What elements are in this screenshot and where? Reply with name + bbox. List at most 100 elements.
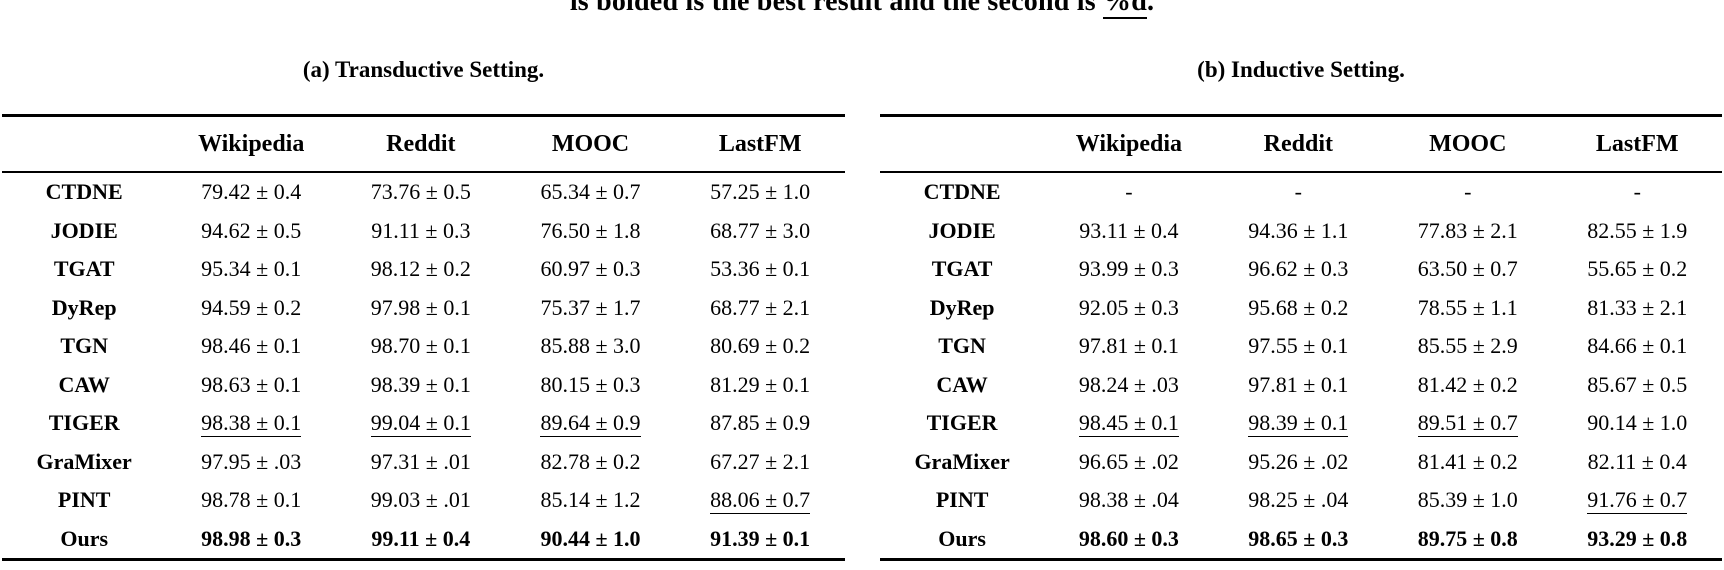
result-cell: 98.65 ± 0.3: [1214, 520, 1383, 560]
result-cell: 85.88 ± 3.0: [506, 327, 676, 366]
result-cell: 81.42 ± 0.2: [1383, 366, 1552, 405]
table-row-tgat: TGAT 95.34 ± 0.1 98.12 ± 0.2 60.97 ± 0.3 53.…: [2, 250, 845, 289]
result-cell: 81.41 ± 0.2: [1383, 443, 1552, 482]
column-header-wikipedia: Wikipedia: [166, 115, 337, 173]
inductive-panel: (b) Inductive Setting. Wikipedia Reddit MO…: [880, 0, 1722, 570]
result-cell: 98.39 ± 0.1: [1214, 404, 1383, 443]
subcaption-inductive: (b) Inductive Setting.: [1197, 57, 1405, 82]
result-value: 85.55 ± 2.9: [1417, 333, 1518, 359]
result-value: 76.50 ± 1.8: [540, 217, 641, 243]
result-cell: 98.39 ± 0.1: [336, 366, 506, 405]
result-value: 60.97 ± 0.3: [540, 256, 641, 282]
second-best-value: 99.04 ± 0.1: [370, 410, 471, 438]
header-row: Wikipedia Reddit MOOC LastFM: [2, 115, 845, 173]
second-best-value: 88.06 ± 0.7: [710, 487, 811, 515]
result-value: 98.38 ± .04: [1078, 487, 1179, 513]
result-value: 98.39 ± 0.1: [370, 371, 471, 397]
result-value: 98.65 ± 0.3: [1248, 525, 1349, 551]
result-value: 78.55 ± 1.1: [1417, 294, 1518, 320]
result-value: 98.70 ± 0.1: [370, 333, 471, 359]
second-best-value: 89.64 ± 0.9: [540, 410, 641, 438]
table-row-jodie: JODIE 93.11 ± 0.4 94.36 ± 1.1 77.83 ± 2.1 82…: [880, 212, 1722, 251]
result-cell: 95.68 ± 0.2: [1214, 289, 1383, 328]
result-cell: 77.83 ± 2.1: [1383, 212, 1552, 251]
result-value: 89.75 ± 0.8: [1417, 525, 1518, 551]
result-cell: 99.04 ± 0.1: [336, 404, 506, 443]
result-cell: 55.65 ± 0.2: [1553, 250, 1723, 289]
result-cell: 80.69 ± 0.2: [675, 327, 845, 366]
result-value: 81.42 ± 0.2: [1417, 371, 1518, 397]
result-value: 82.55 ± 1.9: [1587, 217, 1688, 243]
table-row-gramixer: GraMixer 97.95 ± .03 97.31 ± .01 82.78 ± 0.…: [2, 443, 845, 482]
result-value: 95.26 ± .02: [1248, 448, 1349, 474]
result-cell: 97.55 ± 0.1: [1214, 327, 1383, 366]
subcaption-transductive: (a) Transductive Setting.: [302, 57, 545, 82]
result-value: 90.44 ± 1.0: [540, 525, 641, 551]
result-value: 96.62 ± 0.3: [1248, 256, 1349, 282]
result-cell: 99.11 ± 0.4: [336, 520, 506, 560]
result-cell: 79.42 ± 0.4: [166, 172, 336, 212]
result-value: 98.78 ± 0.1: [201, 487, 302, 513]
result-value: 90.14 ± 1.0: [1587, 410, 1688, 436]
result-cell: 98.63 ± 0.1: [166, 366, 336, 405]
result-cell: 89.75 ± 0.8: [1383, 520, 1552, 560]
result-value: 57.25 ± 1.0: [710, 179, 811, 205]
result-value: 95.68 ± 0.2: [1248, 294, 1349, 320]
method-label: TGN: [938, 333, 986, 359]
table-row-pint: PINT 98.38 ± .04 98.25 ± .04 85.39 ± 1.0 91.…: [880, 481, 1722, 520]
method-label: CAW: [936, 371, 988, 397]
result-value: 98.12 ± 0.2: [370, 256, 471, 282]
result-value: 75.37 ± 1.7: [540, 294, 641, 320]
result-value: 98.24 ± .03: [1078, 371, 1179, 397]
table-row-ctdne: CTDNE 79.42 ± 0.4 73.76 ± 0.5 65.34 ± 0.7 57…: [2, 172, 845, 212]
result-value: 81.29 ± 0.1: [710, 371, 811, 397]
result-value: 55.65 ± 0.2: [1587, 256, 1688, 282]
header-row: Wikipedia Reddit MOOC LastFM: [880, 115, 1722, 173]
result-value: 95.34 ± 0.1: [201, 256, 302, 282]
result-cell: 94.36 ± 1.1: [1214, 212, 1383, 251]
method-label: TGAT: [931, 256, 993, 282]
column-header-lastfm: LastFM: [675, 115, 845, 173]
result-value: 97.95 ± .03: [201, 448, 302, 474]
result-cell: 99.03 ± .01: [336, 481, 506, 520]
table-row-ours: Ours 98.60 ± 0.3 98.65 ± 0.3 89.75 ± 0.8 93.…: [880, 520, 1722, 560]
result-cell: 97.98 ± 0.1: [336, 289, 506, 328]
result-cell: 98.38 ± 0.1: [166, 404, 336, 443]
result-value: 82.78 ± 0.2: [540, 448, 641, 474]
table-row-dyrep: DyRep 94.59 ± 0.2 97.98 ± 0.1 75.37 ± 1.7 68…: [2, 289, 845, 328]
result-cell: 94.59 ± 0.2: [166, 289, 336, 328]
result-value: 81.33 ± 2.1: [1587, 294, 1688, 320]
result-value: 93.99 ± 0.3: [1078, 256, 1179, 282]
column-header-reddit: Reddit: [336, 115, 506, 173]
result-cell: 92.05 ± 0.3: [1044, 289, 1213, 328]
table-row-jodie: JODIE 94.62 ± 0.5 91.11 ± 0.3 76.50 ± 1.8 68…: [2, 212, 845, 251]
result-value: 80.15 ± 0.3: [540, 371, 641, 397]
result-cell: 89.64 ± 0.9: [506, 404, 676, 443]
second-best-value: 98.38 ± 0.1: [201, 410, 302, 438]
result-cell: 98.24 ± .03: [1044, 366, 1213, 405]
result-value: 98.25 ± .04: [1248, 487, 1349, 513]
result-value: 91.11 ± 0.3: [371, 217, 471, 243]
result-cell: 96.65 ± .02: [1044, 443, 1213, 482]
result-cell: 57.25 ± 1.0: [675, 172, 845, 212]
result-cell: 98.70 ± 0.1: [336, 327, 506, 366]
result-cell: 93.29 ± 0.8: [1553, 520, 1723, 560]
result-cell: 98.98 ± 0.3: [166, 520, 336, 560]
result-cell: 90.44 ± 1.0: [506, 520, 676, 560]
result-value: 94.36 ± 1.1: [1248, 217, 1349, 243]
result-cell: 91.76 ± 0.7: [1553, 481, 1723, 520]
result-cell: 98.25 ± .04: [1214, 481, 1383, 520]
method-label: TIGER: [48, 410, 120, 436]
result-value: 80.69 ± 0.2: [710, 333, 811, 359]
result-value: 85.14 ± 1.2: [540, 487, 641, 513]
result-cell: 68.77 ± 3.0: [675, 212, 845, 251]
result-cell: -: [1383, 172, 1552, 212]
result-value: 68.77 ± 3.0: [710, 217, 811, 243]
table-row-dyrep: DyRep 92.05 ± 0.3 95.68 ± 0.2 78.55 ± 1.1 81…: [880, 289, 1722, 328]
result-value: 77.83 ± 2.1: [1417, 217, 1518, 243]
result-cell: 97.81 ± 0.1: [1044, 327, 1213, 366]
result-value: 63.50 ± 0.7: [1417, 256, 1518, 282]
table-row-tgn: TGN 97.81 ± 0.1 97.55 ± 0.1 85.55 ± 2.9 84.6…: [880, 327, 1722, 366]
result-value: 81.41 ± 0.2: [1417, 448, 1518, 474]
